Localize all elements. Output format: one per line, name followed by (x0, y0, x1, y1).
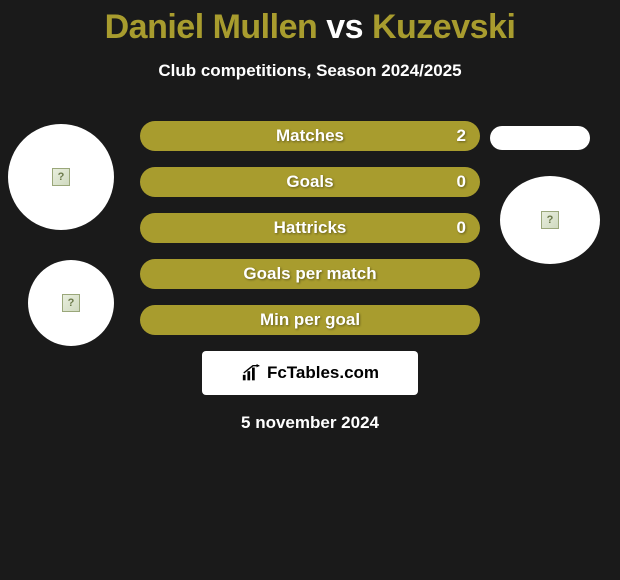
vs-text: vs (326, 8, 363, 46)
stat-row-goals: Goals 0 (140, 167, 480, 197)
stat-value: 2 (457, 126, 466, 146)
stat-value: 0 (457, 218, 466, 238)
stat-row-min-per-goal: Min per goal (140, 305, 480, 335)
stat-label: Goals (286, 172, 333, 192)
stat-label: Hattricks (274, 218, 347, 238)
decoration-pill (490, 126, 590, 150)
player2-name: Kuzevski (372, 8, 515, 46)
brand-text: FcTables.com (267, 363, 379, 383)
stat-row-matches: Matches 2 (140, 121, 480, 151)
date-text: 5 november 2024 (0, 413, 620, 433)
stat-label: Matches (276, 126, 344, 146)
stat-row-goals-per-match: Goals per match (140, 259, 480, 289)
stat-value: 0 (457, 172, 466, 192)
decoration-circle: ? (500, 176, 600, 264)
brand-badge: FcTables.com (202, 351, 418, 395)
comparison-title: Daniel Mullen vs Kuzevski (0, 0, 620, 47)
decoration-circle: ? (8, 124, 114, 230)
stat-label: Min per goal (260, 310, 360, 330)
subtitle: Club competitions, Season 2024/2025 (0, 61, 620, 81)
placeholder-icon: ? (62, 294, 80, 312)
placeholder-icon: ? (541, 211, 559, 229)
player1-name: Daniel Mullen (105, 8, 318, 46)
chart-icon (241, 363, 263, 383)
decoration-circle: ? (28, 260, 114, 346)
placeholder-icon: ? (52, 168, 70, 186)
stat-label: Goals per match (243, 264, 376, 284)
stat-row-hattricks: Hattricks 0 (140, 213, 480, 243)
